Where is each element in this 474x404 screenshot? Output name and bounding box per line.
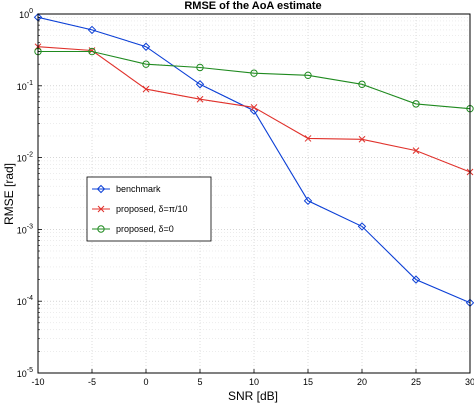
series-diamond (33, 13, 474, 308)
x-tick-label: 20 (357, 377, 367, 387)
data-point (250, 104, 258, 111)
y-tick-label: 10-3 (17, 223, 33, 235)
data-point (195, 80, 205, 89)
x-tick-label: 10 (249, 377, 259, 387)
series-line (37, 16, 471, 304)
series-circle (34, 47, 474, 113)
data-point (196, 63, 204, 72)
x-tick-label: 0 (143, 377, 148, 387)
data-point (412, 100, 420, 108)
y-tick-label: 100 (19, 8, 33, 20)
data-point (250, 69, 258, 77)
data-point (141, 42, 151, 51)
legend-marker (97, 205, 105, 213)
data-point (142, 85, 150, 93)
data-point (88, 47, 96, 56)
data-point (411, 275, 421, 284)
y-tick-label: 10-2 (17, 152, 33, 164)
x-tick-label: 30 (465, 377, 474, 387)
y-tick-label: 10-5 (17, 367, 33, 379)
legend-marker (96, 184, 106, 194)
data-point (304, 71, 312, 80)
data-point (303, 196, 313, 206)
legend-label: proposed, δ=π/10 (116, 204, 188, 214)
grid (38, 14, 470, 373)
data-point (357, 222, 367, 231)
data-point (196, 95, 204, 103)
x-tick-label: 15 (303, 377, 313, 387)
y-axis-label: RMSE [rad] (2, 163, 16, 225)
series-line (38, 50, 471, 110)
data-point (412, 147, 420, 154)
legend: benchmark proposed, δ=π/10 proposed, δ=0 (86, 176, 212, 242)
x-axis-label: SNR [dB] (228, 389, 278, 403)
x-tick-label: -5 (88, 377, 96, 387)
y-tick-label: 10-1 (17, 80, 33, 92)
data-point (358, 80, 366, 88)
ticks: -10 -5 0 5 10 15 20 25 30 10-5 10-4 10-3 10-2 10-1 100 (17, 8, 474, 387)
x-tick-label: 5 (197, 377, 202, 387)
x-tick-label: 25 (411, 377, 421, 387)
data-point (87, 25, 97, 35)
data-point (304, 135, 312, 142)
y-tick-label: 10-4 (17, 295, 33, 307)
x-tick-label: -10 (31, 377, 44, 387)
legend-label: proposed, δ=0 (116, 224, 174, 234)
legend-label: benchmark (116, 184, 161, 194)
series-layer (33, 13, 474, 308)
legend-marker (97, 225, 105, 233)
data-point (142, 60, 150, 68)
data-point (358, 135, 366, 143)
chart-title: RMSE of the AoA estimate (184, 0, 321, 12)
